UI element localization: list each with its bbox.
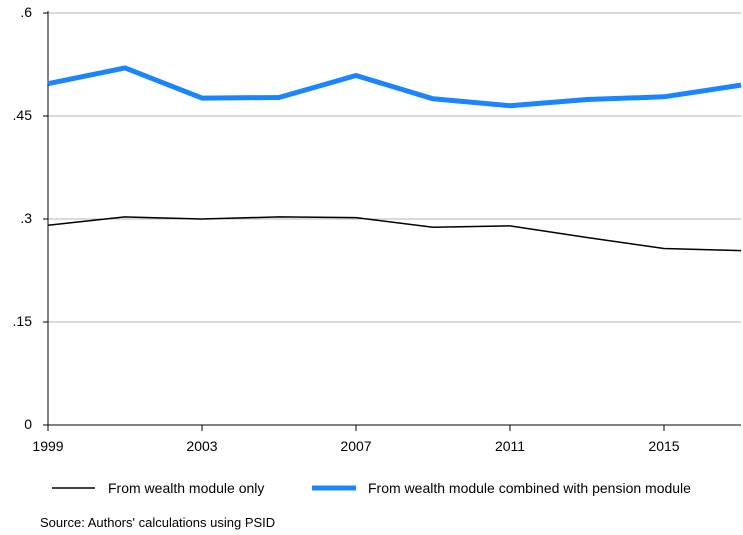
series-layer <box>47 65 742 252</box>
x-tick-label: 2015 <box>648 438 679 454</box>
series-line-1 <box>47 65 742 109</box>
axes: 0 .15 .3 .45 .6 1999 2003 2007 2011 2015 <box>13 4 741 454</box>
x-tick-label: 2007 <box>340 438 371 454</box>
y-tick-label: .6 <box>20 4 32 20</box>
y-tick-label: .3 <box>20 210 32 226</box>
y-tick-label: 0 <box>24 416 32 432</box>
source-note: Source: Authors' calculations using PSID <box>40 515 275 530</box>
x-tick-label: 2003 <box>186 438 217 454</box>
legend-label-wealth-only: From wealth module only <box>108 480 264 496</box>
x-tick-label: 2011 <box>495 438 525 454</box>
legend-label-combined: From wealth module combined with pension… <box>368 480 691 496</box>
series-line-0 <box>47 216 742 252</box>
legend: From wealth module only From wealth modu… <box>52 480 691 496</box>
y-tick-label: .45 <box>13 107 33 123</box>
x-tick-label: 1999 <box>32 438 63 454</box>
grid-lines <box>48 12 741 323</box>
y-tick-label: .15 <box>13 313 33 329</box>
